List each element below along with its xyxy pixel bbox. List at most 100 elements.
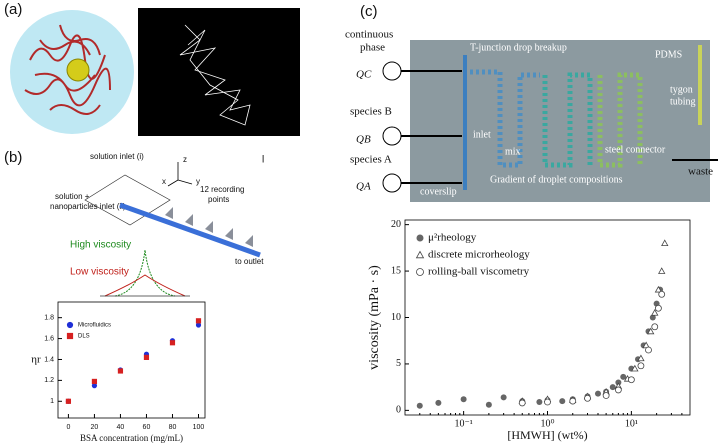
x-tick-label: 100 — [193, 424, 205, 431]
point — [627, 376, 635, 384]
point — [637, 362, 645, 370]
x-tick-label: 10⁻¹ — [454, 418, 472, 429]
curve — [104, 274, 186, 297]
axes-icon — [167, 162, 193, 187]
point — [602, 392, 610, 399]
y-tick-label: 1.4 — [44, 356, 54, 363]
y-axis-label: viscosity (mPa · s) — [367, 265, 382, 370]
label: waste — [688, 166, 713, 178]
panel-label: (c) — [360, 3, 378, 20]
point — [651, 323, 659, 331]
point — [569, 397, 577, 405]
y-tick-label: 15 — [391, 265, 401, 276]
droplets — [470, 69, 643, 168]
legend-marker — [416, 234, 424, 242]
legend-marker — [66, 321, 74, 329]
label: solution + — [55, 192, 90, 201]
x-axis-label: BSA concentration (mg/mL) — [80, 433, 183, 443]
label: Low viscosity — [70, 267, 129, 278]
axis-label: z — [183, 155, 187, 164]
x-tick-label: 10⁰ — [540, 418, 554, 429]
point — [195, 318, 202, 324]
label: solution inlet (i) — [90, 152, 144, 161]
panel-label: (a) — [4, 1, 22, 18]
point — [91, 378, 98, 385]
point — [661, 239, 669, 247]
label: QC — [356, 69, 372, 81]
x-tick-label: 20 — [91, 424, 99, 431]
point — [416, 402, 423, 409]
y-tick-label: 5 — [396, 358, 401, 369]
point — [500, 394, 507, 401]
channel — [119, 202, 261, 258]
label: QB — [356, 134, 371, 146]
x-tick-label: 80 — [169, 424, 177, 431]
axis-label: y — [196, 177, 200, 186]
point — [435, 399, 442, 406]
x-tick-label: 40 — [117, 424, 125, 431]
legend-marker — [416, 268, 424, 276]
photo — [410, 40, 710, 202]
point — [460, 396, 467, 403]
point — [544, 398, 551, 406]
point — [195, 322, 202, 328]
label: High viscosity — [70, 240, 131, 251]
label: phase — [360, 42, 385, 54]
y-tick-label: 10 — [391, 312, 401, 323]
label: T-junction drop breakup — [470, 42, 567, 53]
y-axis-label: ηr — [31, 354, 41, 366]
label: PDMS — [655, 49, 682, 60]
legend-label: discrete microrheology — [428, 249, 530, 261]
panel-label: (b) — [4, 149, 22, 166]
point — [631, 364, 639, 372]
mark: l — [262, 155, 264, 166]
x-axis-label: [HMWH] (wt%) — [507, 428, 587, 442]
label: 12 recording — [200, 185, 244, 194]
chip — [84, 174, 171, 226]
y-tick-label: 1.6 — [44, 335, 54, 342]
label: tubing — [670, 96, 696, 107]
legend-label: Microfluidics — [78, 323, 111, 329]
label: steel connector — [605, 144, 666, 155]
legend-label: rolling-ball viscometry — [428, 266, 530, 278]
legend-marker — [66, 332, 74, 340]
point — [485, 401, 492, 408]
label: species A — [350, 154, 392, 166]
point — [614, 386, 622, 394]
point — [651, 309, 659, 316]
axis-label: x — [162, 177, 166, 186]
trajectory-box — [138, 8, 300, 136]
legend-label: μ²rheology — [428, 232, 477, 244]
trajectory — [179, 24, 251, 126]
point — [609, 384, 616, 391]
label: points — [208, 195, 229, 204]
point — [117, 368, 124, 374]
point — [647, 327, 655, 335]
point — [637, 354, 645, 362]
label: mix — [505, 146, 521, 157]
recording-points — [165, 207, 253, 247]
label: inlet — [473, 129, 491, 140]
label: continuous — [345, 29, 393, 41]
label: coverslip — [420, 186, 457, 197]
label: nanoparticles inlet (ii) — [50, 202, 126, 211]
label: Gradient of droplet compositions — [490, 174, 623, 185]
label: QA — [356, 181, 371, 193]
point — [584, 394, 591, 402]
y-tick-label: 1.2 — [44, 377, 54, 384]
label: species B — [350, 106, 392, 118]
point — [518, 399, 526, 407]
point — [645, 346, 652, 354]
x-tick-label: 0 — [66, 424, 70, 431]
particle — [66, 58, 90, 82]
point — [594, 390, 601, 397]
legend-label: DLS — [78, 334, 90, 340]
point — [169, 340, 176, 346]
x-tick-label: 10¹ — [625, 418, 638, 429]
point — [649, 314, 656, 321]
legend-marker — [415, 250, 425, 259]
point — [655, 304, 662, 312]
y-tick-label: 0 — [396, 405, 401, 416]
plot-frame — [57, 301, 206, 419]
